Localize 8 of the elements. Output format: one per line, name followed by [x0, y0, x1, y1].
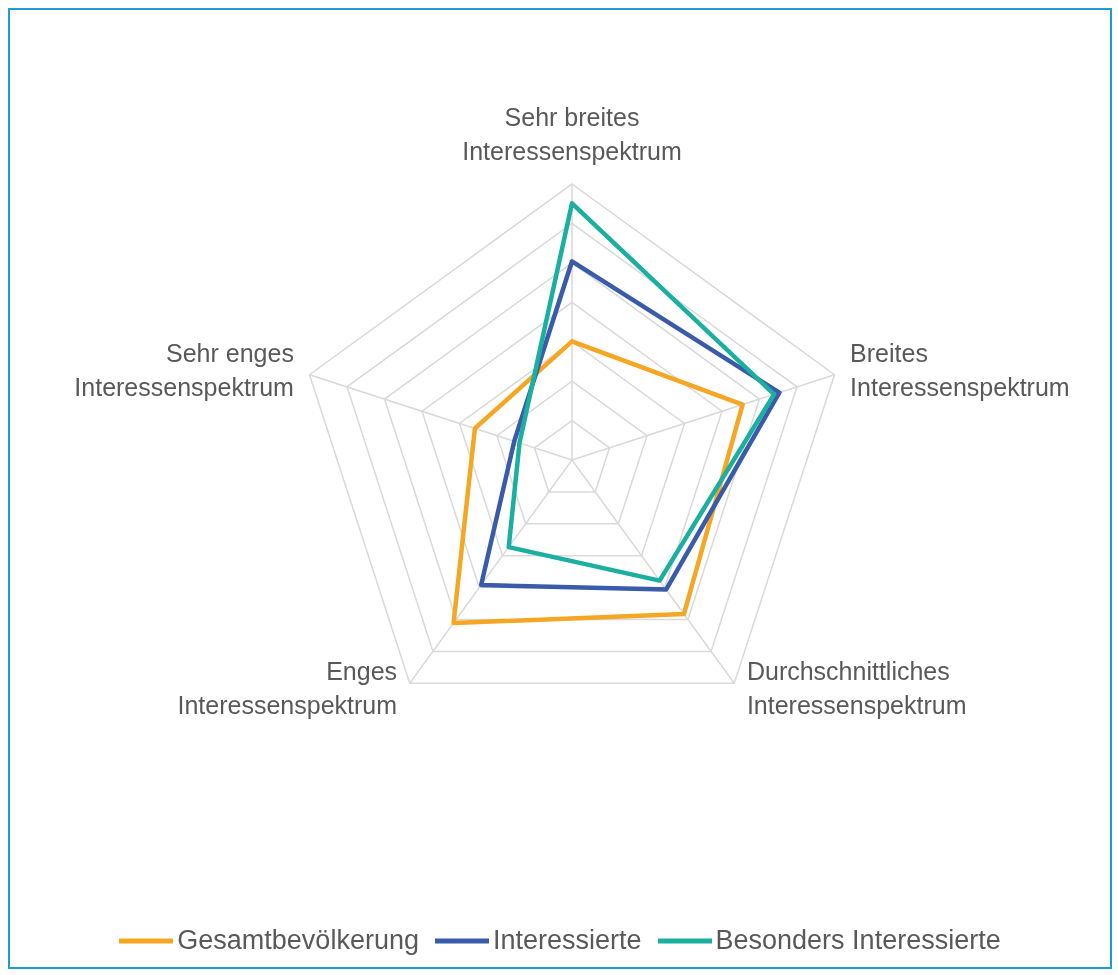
spoke-label: Durchschnittliches Interessenspektrum — [746, 656, 967, 719]
spoke-label: Sehr breites Interessenspektrum — [462, 103, 682, 165]
spoke-label: Enges Interessenspektrum — [177, 656, 398, 719]
legend-label: Besonders Interessierte — [715, 925, 1001, 956]
spoke-label: Breites Interessenspektrum — [850, 339, 1070, 402]
legend-label: Interessierte — [492, 925, 642, 956]
legend-label: Gesamtbevölkerung — [177, 925, 419, 956]
spoke-label: Sehr enges Interessenspektrum — [74, 339, 294, 402]
